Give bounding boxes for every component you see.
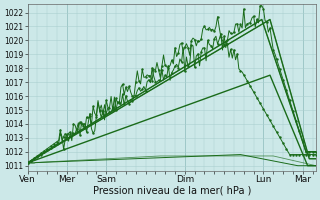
X-axis label: Pression niveau de la mer( hPa ): Pression niveau de la mer( hPa ) [92, 186, 251, 196]
